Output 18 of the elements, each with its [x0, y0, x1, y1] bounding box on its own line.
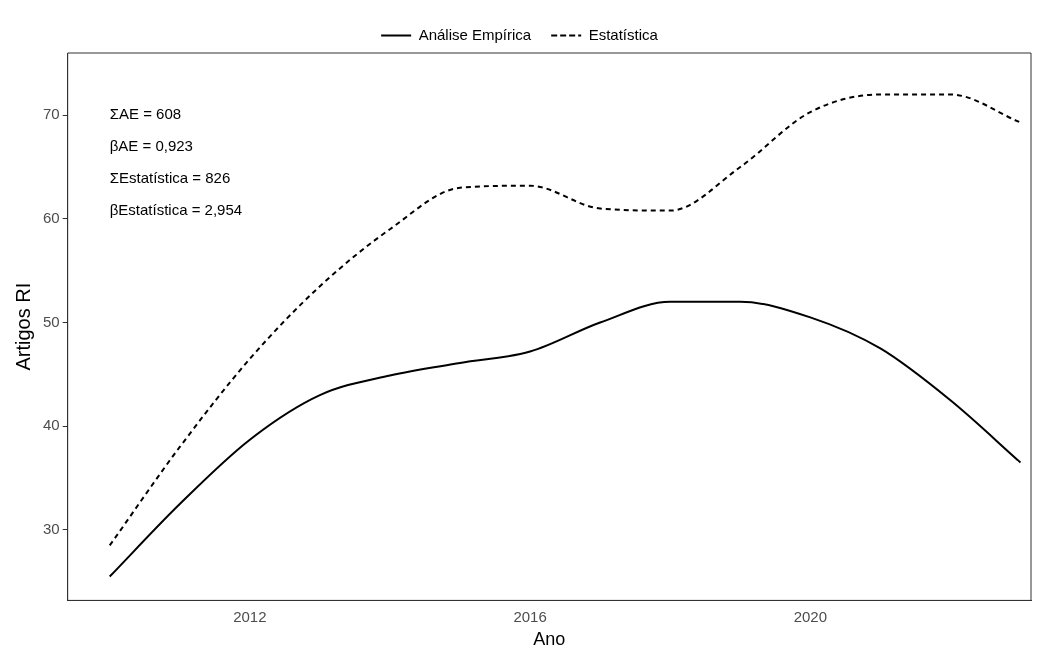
y-tick-label: 30	[43, 520, 60, 538]
line-series	[108, 93, 1022, 547]
y-tick-label: 50	[43, 312, 60, 330]
legend-label: Análise Empírica	[418, 25, 532, 43]
x-axis-title: Ano	[533, 629, 566, 650]
annotation: βAE = 0,923	[109, 137, 193, 155]
y-tick-label: 70	[43, 105, 60, 123]
annotation: βEstatística = 2,954	[109, 201, 243, 219]
annotation: ΣEstatística = 826	[109, 169, 231, 187]
y-tick-label: 40	[43, 416, 60, 434]
x-tick-label: 2012	[233, 607, 267, 625]
annotation: ΣAE = 608	[109, 105, 182, 123]
line-series	[108, 300, 1022, 578]
x-tick-label: 2016	[513, 607, 547, 625]
y-axis-title: Artigos RI	[11, 282, 34, 371]
x-tick-label: 2020	[793, 607, 827, 625]
legend-label: Estatística	[588, 25, 659, 43]
y-tick-label: 60	[43, 209, 60, 227]
